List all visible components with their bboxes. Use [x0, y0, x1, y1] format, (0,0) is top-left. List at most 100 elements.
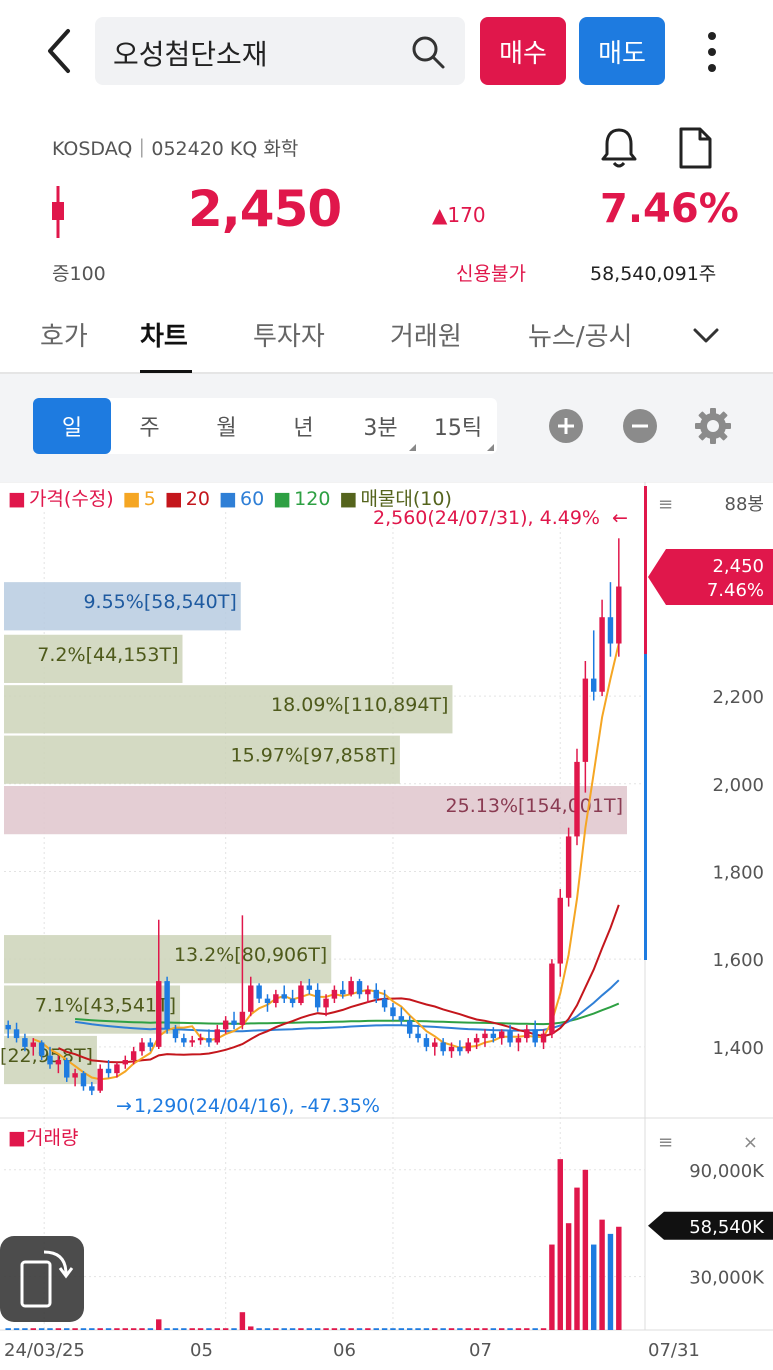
chart-toolbar: 일 주 월 년 3분 15틱 [0, 374, 773, 482]
y-tick-label: 1,400 [712, 1038, 764, 1059]
volume-bar [80, 1328, 87, 1330]
search-icon[interactable] [410, 34, 446, 70]
volume-bar [122, 1328, 129, 1330]
candle-body [540, 1033, 547, 1043]
rotate-phone-icon [20, 1250, 74, 1308]
market-code-line: KOSDAQ｜052420 KQ 화학 [52, 138, 299, 160]
low-annotation: 1,290(24/04/16), -47.35% [134, 1095, 380, 1117]
high-arrow: ← [612, 507, 628, 529]
buy-button[interactable]: 매수 [480, 17, 566, 85]
volume-bar [540, 1328, 547, 1330]
candle-body [80, 1073, 87, 1087]
candle-body [348, 981, 354, 995]
sell-button[interactable]: 매도 [579, 17, 665, 85]
volume-bar [331, 1328, 338, 1330]
volume-bar [582, 1169, 589, 1330]
volume-bar [114, 1328, 120, 1330]
candle-body [473, 1038, 480, 1043]
candle-body [206, 1038, 212, 1043]
volume-bar [89, 1328, 95, 1330]
period-year[interactable]: 년 [293, 416, 314, 441]
candle-body [490, 1033, 497, 1039]
candle-body [440, 1042, 446, 1052]
top-bar: 오성첨단소재 매수 매도 [0, 0, 773, 104]
volume-bar [473, 1328, 480, 1330]
bell-icon[interactable] [600, 126, 638, 170]
volume-bar [557, 1159, 563, 1330]
candle-body [549, 963, 555, 1034]
candle-body [114, 1064, 120, 1074]
candle-body [38, 1042, 45, 1056]
candle-body [122, 1060, 129, 1065]
candle-body [256, 985, 262, 999]
document-icon[interactable] [676, 126, 714, 170]
volume-bar [38, 1328, 45, 1330]
candle-body [599, 617, 605, 692]
back-arrow-icon[interactable] [40, 26, 80, 76]
candles [5, 538, 622, 1096]
volume-bar [181, 1328, 187, 1330]
candle-body [314, 989, 321, 1008]
stock-search-box[interactable]: 오성첨단소재 [95, 17, 465, 85]
settings-gear-icon[interactable] [694, 407, 732, 445]
zoom-out-icon[interactable] [622, 408, 658, 444]
volume-bar [164, 1328, 170, 1330]
volume-profile-label: 25.13%[154,001T] [446, 795, 623, 817]
candle-body [189, 1040, 195, 1043]
period-month[interactable]: 월 [216, 416, 237, 441]
tab-chart[interactable]: 차트 [140, 322, 188, 352]
period-3min[interactable]: 3분 [342, 398, 419, 454]
volume-bar [206, 1328, 212, 1330]
period-week[interactable]: 주 [139, 416, 160, 441]
candle-body [582, 678, 589, 762]
volume-bar [616, 1226, 622, 1330]
volume-bar [432, 1328, 438, 1330]
volume-bar [415, 1328, 421, 1330]
candle-body [248, 985, 254, 1012]
candle-body [72, 1073, 78, 1078]
volume-current-badge [648, 1211, 773, 1240]
legend-price-marker: ■ [8, 488, 26, 510]
period-15tick[interactable]: 15틱 [419, 398, 497, 454]
volume-bar [197, 1328, 204, 1330]
axis-labels: 2,200 2,000 1,800 1,600 1,400 2,560(24/07/31)… [4, 486, 773, 1361]
tab-orderbook[interactable]: 호가 [40, 322, 88, 352]
candle-body [457, 1046, 463, 1052]
volume-bar [30, 1328, 36, 1330]
candle-body [390, 1007, 396, 1017]
candle-body [239, 1011, 246, 1025]
more-options-icon[interactable] [700, 30, 724, 74]
zoom-in-icon[interactable] [548, 408, 584, 444]
tab-brokers[interactable]: 거래원 [390, 322, 462, 352]
candle-body [524, 1029, 530, 1039]
volume-bars [5, 1159, 622, 1330]
price-chart-area[interactable]: 9.55%[58,540T] 7.2%[44,153T] 18.09%[110,89… [0, 481, 773, 1366]
chevron-down-icon[interactable] [692, 326, 720, 346]
candle-body [264, 998, 271, 1004]
tab-investors[interactable]: 투자자 [253, 322, 325, 352]
y-tick-label: 1,800 [712, 862, 764, 883]
volume-bar [298, 1328, 304, 1330]
candle-body [557, 897, 563, 964]
candle-body [55, 1060, 62, 1065]
volume-profile-bar [4, 685, 453, 734]
candle-body [181, 1038, 187, 1043]
candle-body [231, 1020, 237, 1025]
legend-ma5: 5 [143, 488, 156, 510]
period-day[interactable]: 일 [33, 398, 111, 454]
legend-price: 가격(수정) [28, 488, 114, 510]
tab-news[interactable]: 뉴스/공시 [528, 322, 633, 352]
low-arrow: → [116, 1095, 132, 1117]
volume-bar [231, 1328, 237, 1330]
rotate-screen-button[interactable] [0, 1236, 84, 1322]
volume-menu-icon: ≡ [658, 1132, 673, 1153]
legend-ma20: 20 [185, 488, 210, 510]
volume-bar [139, 1328, 145, 1330]
volume-bar [356, 1328, 363, 1330]
volume-bar [130, 1328, 137, 1330]
volume-bar [457, 1328, 463, 1330]
candle-body [365, 989, 371, 995]
candle-body [164, 981, 170, 1030]
candle-body [465, 1042, 471, 1052]
chart-canvas[interactable]: 9.55%[58,540T] 7.2%[44,153T] 18.09%[110,89… [0, 481, 773, 1366]
